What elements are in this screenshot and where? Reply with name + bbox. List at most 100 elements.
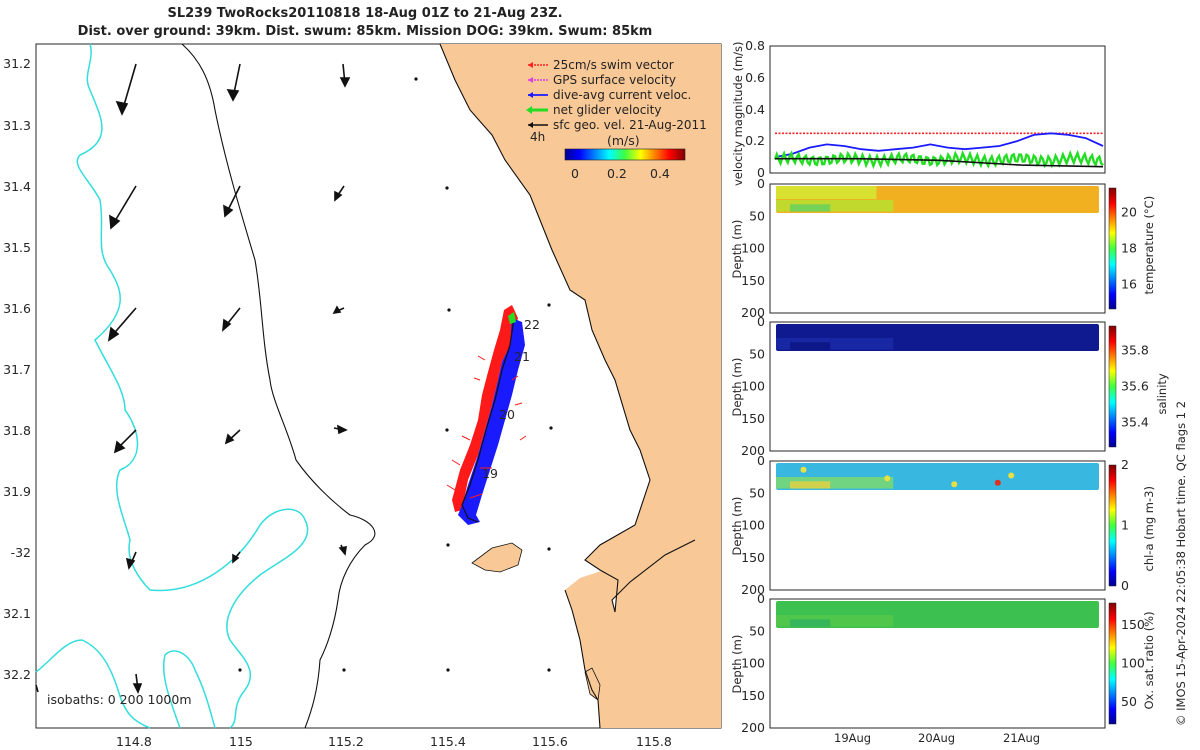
chart-title: SL239 TwoRocks20110818 18-Aug 01Z to 21-… bbox=[167, 6, 563, 21]
cbar-tick-1: 0.2 bbox=[607, 166, 627, 181]
depth-tick: 150 bbox=[741, 688, 765, 703]
lat-tick: 31.3 bbox=[3, 118, 31, 133]
lon-tick: 115.2 bbox=[328, 734, 364, 749]
section-band-detail bbox=[790, 481, 831, 489]
colorbar-tick: 50 bbox=[1121, 694, 1137, 709]
colorbar-tick: 150 bbox=[1121, 617, 1145, 632]
vel-ytick: 0.2 bbox=[745, 133, 765, 148]
section-band-detail bbox=[790, 204, 831, 212]
colorbar-tick: 100 bbox=[1121, 656, 1145, 671]
chla-patch bbox=[800, 466, 807, 473]
colorbar-tick: 35.4 bbox=[1121, 415, 1149, 430]
coastline bbox=[439, 43, 696, 729]
depth-tick: 50 bbox=[749, 346, 765, 361]
lat-tick: 32.1 bbox=[3, 606, 31, 621]
current-vectors bbox=[35, 63, 351, 694]
lon-tick: 115 bbox=[229, 734, 253, 749]
cbar-tick-2: 0.4 bbox=[650, 166, 670, 181]
date-tick: 20Aug bbox=[918, 731, 955, 745]
legend-gps: GPS surface velocity bbox=[553, 73, 676, 87]
series-sfc-geo-line bbox=[775, 157, 1104, 168]
lat-tick: 32.2 bbox=[3, 667, 31, 682]
depth-tick: 100 bbox=[741, 656, 765, 671]
net-glider-track bbox=[461, 317, 515, 523]
vel-ytick: 0.4 bbox=[745, 102, 765, 117]
section-colorbar bbox=[1108, 187, 1117, 310]
section-band-detail bbox=[776, 476, 894, 489]
chla-patch bbox=[884, 475, 891, 482]
isobath-1000-b bbox=[35, 639, 151, 729]
colorbar-label: temperature (°C) bbox=[1142, 196, 1156, 295]
day-label-22: 22 bbox=[524, 317, 540, 332]
day-label-20: 20 bbox=[499, 407, 515, 422]
lon-tick: 114.8 bbox=[116, 734, 152, 749]
map-panel: 22 21 20 19 25cm/s swim vector GPS surfa… bbox=[3, 43, 722, 749]
section-colorbar bbox=[1108, 602, 1117, 725]
lat-tick: -32 bbox=[11, 545, 31, 560]
depth-tick: 50 bbox=[749, 623, 765, 638]
colorbar-tick: 2 bbox=[1121, 457, 1129, 472]
swim-arrows bbox=[446, 355, 527, 499]
velocity-panel: 0.8 0.6 0.4 0.2 0 velocity magnitude (m/… bbox=[731, 38, 1106, 186]
depth-tick: 0 bbox=[757, 314, 765, 329]
lat-tick: 31.9 bbox=[3, 484, 31, 499]
chla-patch bbox=[951, 481, 958, 488]
colorbar-tick: 20 bbox=[1121, 204, 1137, 219]
scale-label: 4h bbox=[530, 130, 545, 144]
depth-tick: 100 bbox=[741, 241, 765, 256]
velocity-series bbox=[773, 132, 1104, 170]
legend-swim: 25cm/s swim vector bbox=[553, 58, 674, 72]
legend-net: net glider velocity bbox=[553, 103, 661, 117]
day-label-19: 19 bbox=[482, 466, 498, 481]
depth-label: Depth (m) bbox=[730, 358, 744, 417]
depth-tick: 100 bbox=[741, 379, 765, 394]
section-chla: 0 50 100 150 200 Depth (m) 2 1 0 chl-a (mg m-3) bbox=[730, 453, 1156, 597]
colorbar-label: chl-a (mg m-3) bbox=[1142, 486, 1156, 571]
depth-tick: 100 bbox=[741, 518, 765, 533]
section-band-detail bbox=[790, 619, 831, 627]
day-label-21: 21 bbox=[514, 349, 530, 364]
colorbar-tick: 18 bbox=[1121, 241, 1137, 256]
lon-tick: 115.4 bbox=[430, 734, 466, 749]
chla-patch bbox=[1008, 472, 1015, 479]
map-lon-ticks: 114.8 115 115.2 115.4 115.6 115.8 bbox=[116, 734, 672, 749]
section-band-detail bbox=[776, 337, 894, 350]
island-garden bbox=[584, 667, 601, 701]
section-temperature: 0 50 100 150 200 Depth (m) 20 18 16 temperature (… bbox=[730, 176, 1156, 320]
colorbar-label: salinity bbox=[1155, 373, 1169, 414]
isobath-200 bbox=[181, 43, 376, 729]
lon-tick: 115.8 bbox=[636, 734, 672, 749]
colorbar-tick: 35.8 bbox=[1121, 342, 1149, 357]
depth-tick: 0 bbox=[757, 453, 765, 468]
isobath-1000 bbox=[76, 43, 309, 729]
swim-vector-band bbox=[452, 305, 518, 512]
lat-tick: 31.7 bbox=[3, 362, 31, 377]
depth-tick: 0 bbox=[757, 591, 765, 606]
depth-tick: 200 bbox=[741, 305, 765, 320]
lat-tick: 31.4 bbox=[3, 179, 31, 194]
land-area bbox=[440, 44, 721, 728]
isobaths-note: isobaths: 0 200 1000m bbox=[47, 692, 192, 707]
colorbar-tick: 16 bbox=[1121, 277, 1137, 292]
legend-sfc-geo: sfc geo. vel. 21-Aug-2011 bbox=[553, 118, 707, 132]
depth-label: Depth (m) bbox=[730, 635, 744, 694]
map-lat-ticks: 31.2 31.3 31.4 31.5 31.6 31.7 31.8 31.9 … bbox=[3, 56, 31, 682]
section-colorbar bbox=[1108, 325, 1117, 448]
vel-ylabel: velocity magnitude (m/s) bbox=[731, 41, 745, 186]
section-band-detail bbox=[776, 199, 894, 212]
colorbar-tick: 0 bbox=[1121, 578, 1129, 593]
chart-subtitle: Dist. over ground: 39km. Dist. swum: 85k… bbox=[77, 24, 653, 39]
depth-tick: 150 bbox=[741, 273, 765, 288]
section-band-detail bbox=[776, 614, 894, 627]
lon-tick: 115.6 bbox=[532, 734, 568, 749]
map-colorbar bbox=[564, 148, 686, 161]
depth-tick: 150 bbox=[741, 550, 765, 565]
lat-tick: 31.5 bbox=[3, 240, 31, 255]
lat-tick: 31.8 bbox=[3, 423, 31, 438]
depth-tick: 200 bbox=[741, 582, 765, 597]
lat-tick: 31.2 bbox=[3, 56, 31, 71]
colorbar-tick: 1 bbox=[1121, 518, 1129, 533]
glider-track bbox=[446, 305, 527, 525]
